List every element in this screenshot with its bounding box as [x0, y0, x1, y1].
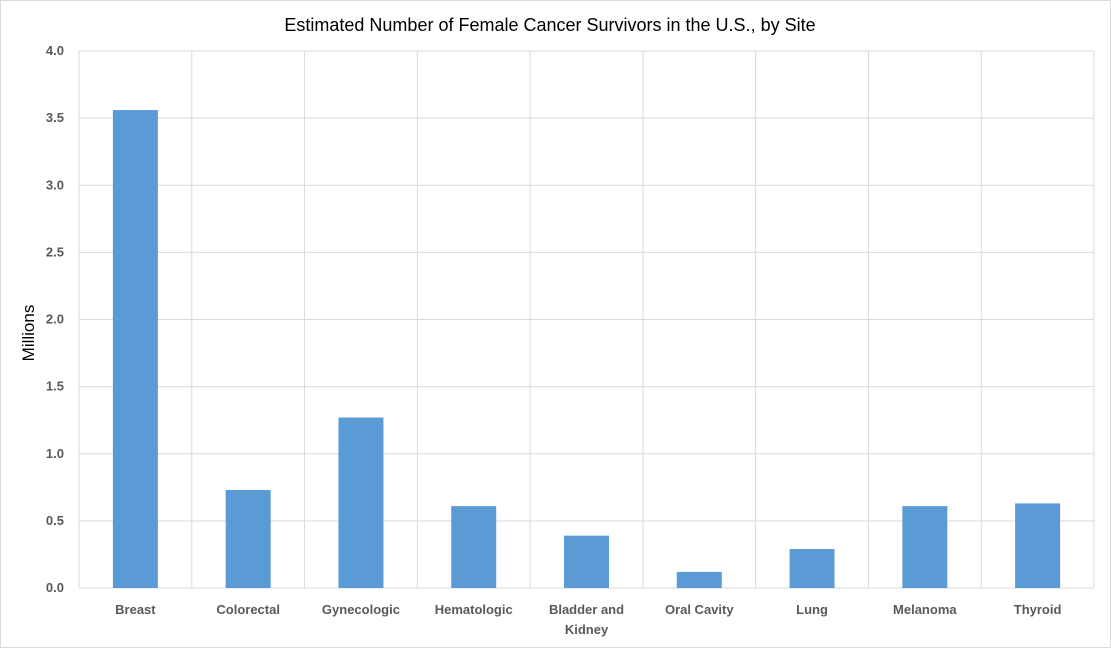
- x-tick-label: Colorectal: [216, 602, 280, 617]
- bar: [902, 506, 948, 588]
- x-tick-label: Hematologic: [435, 602, 513, 617]
- y-tick-label: 1.0: [46, 446, 64, 461]
- chart-title: Estimated Number of Female Cancer Surviv…: [284, 15, 815, 35]
- x-tick-label: Gynecologic: [322, 602, 400, 617]
- bar: [112, 110, 158, 588]
- x-tick-label: Oral Cavity: [665, 602, 734, 617]
- y-tick-label: 0.5: [46, 513, 64, 528]
- y-tick-label: 3.5: [46, 110, 64, 125]
- x-tick-label: Bladder and Kidney: [549, 602, 624, 637]
- x-tick-label: Thyroid: [1014, 602, 1062, 617]
- bar: [789, 549, 835, 588]
- y-tick-label: 4.0: [46, 43, 64, 58]
- x-tick-label: Melanoma: [893, 602, 957, 617]
- bar: [1015, 503, 1061, 588]
- y-tick-label: 2.5: [46, 244, 64, 259]
- x-tick-label: Lung: [796, 602, 828, 617]
- y-tick-label: 3.0: [46, 177, 64, 192]
- bar: [564, 535, 609, 588]
- y-tick-label: 0.0: [46, 580, 64, 595]
- y-tick-label: 1.5: [46, 379, 64, 394]
- y-axis-ticks: 0.0 0.5 1.0 1.5 2.0 2.5 3.0 3.5 4.0: [46, 43, 64, 595]
- y-axis-label: Millions: [19, 305, 38, 362]
- bars: [112, 110, 1061, 588]
- bar: [451, 506, 497, 588]
- x-tick-label: Breast: [115, 602, 156, 617]
- x-axis-ticks: Breast Colorectal Gynecologic Hematologic Bl…: [115, 602, 1061, 637]
- bar: [676, 571, 722, 588]
- bar: [338, 417, 384, 588]
- bar: [225, 489, 271, 588]
- y-tick-label: 2.0: [46, 312, 64, 327]
